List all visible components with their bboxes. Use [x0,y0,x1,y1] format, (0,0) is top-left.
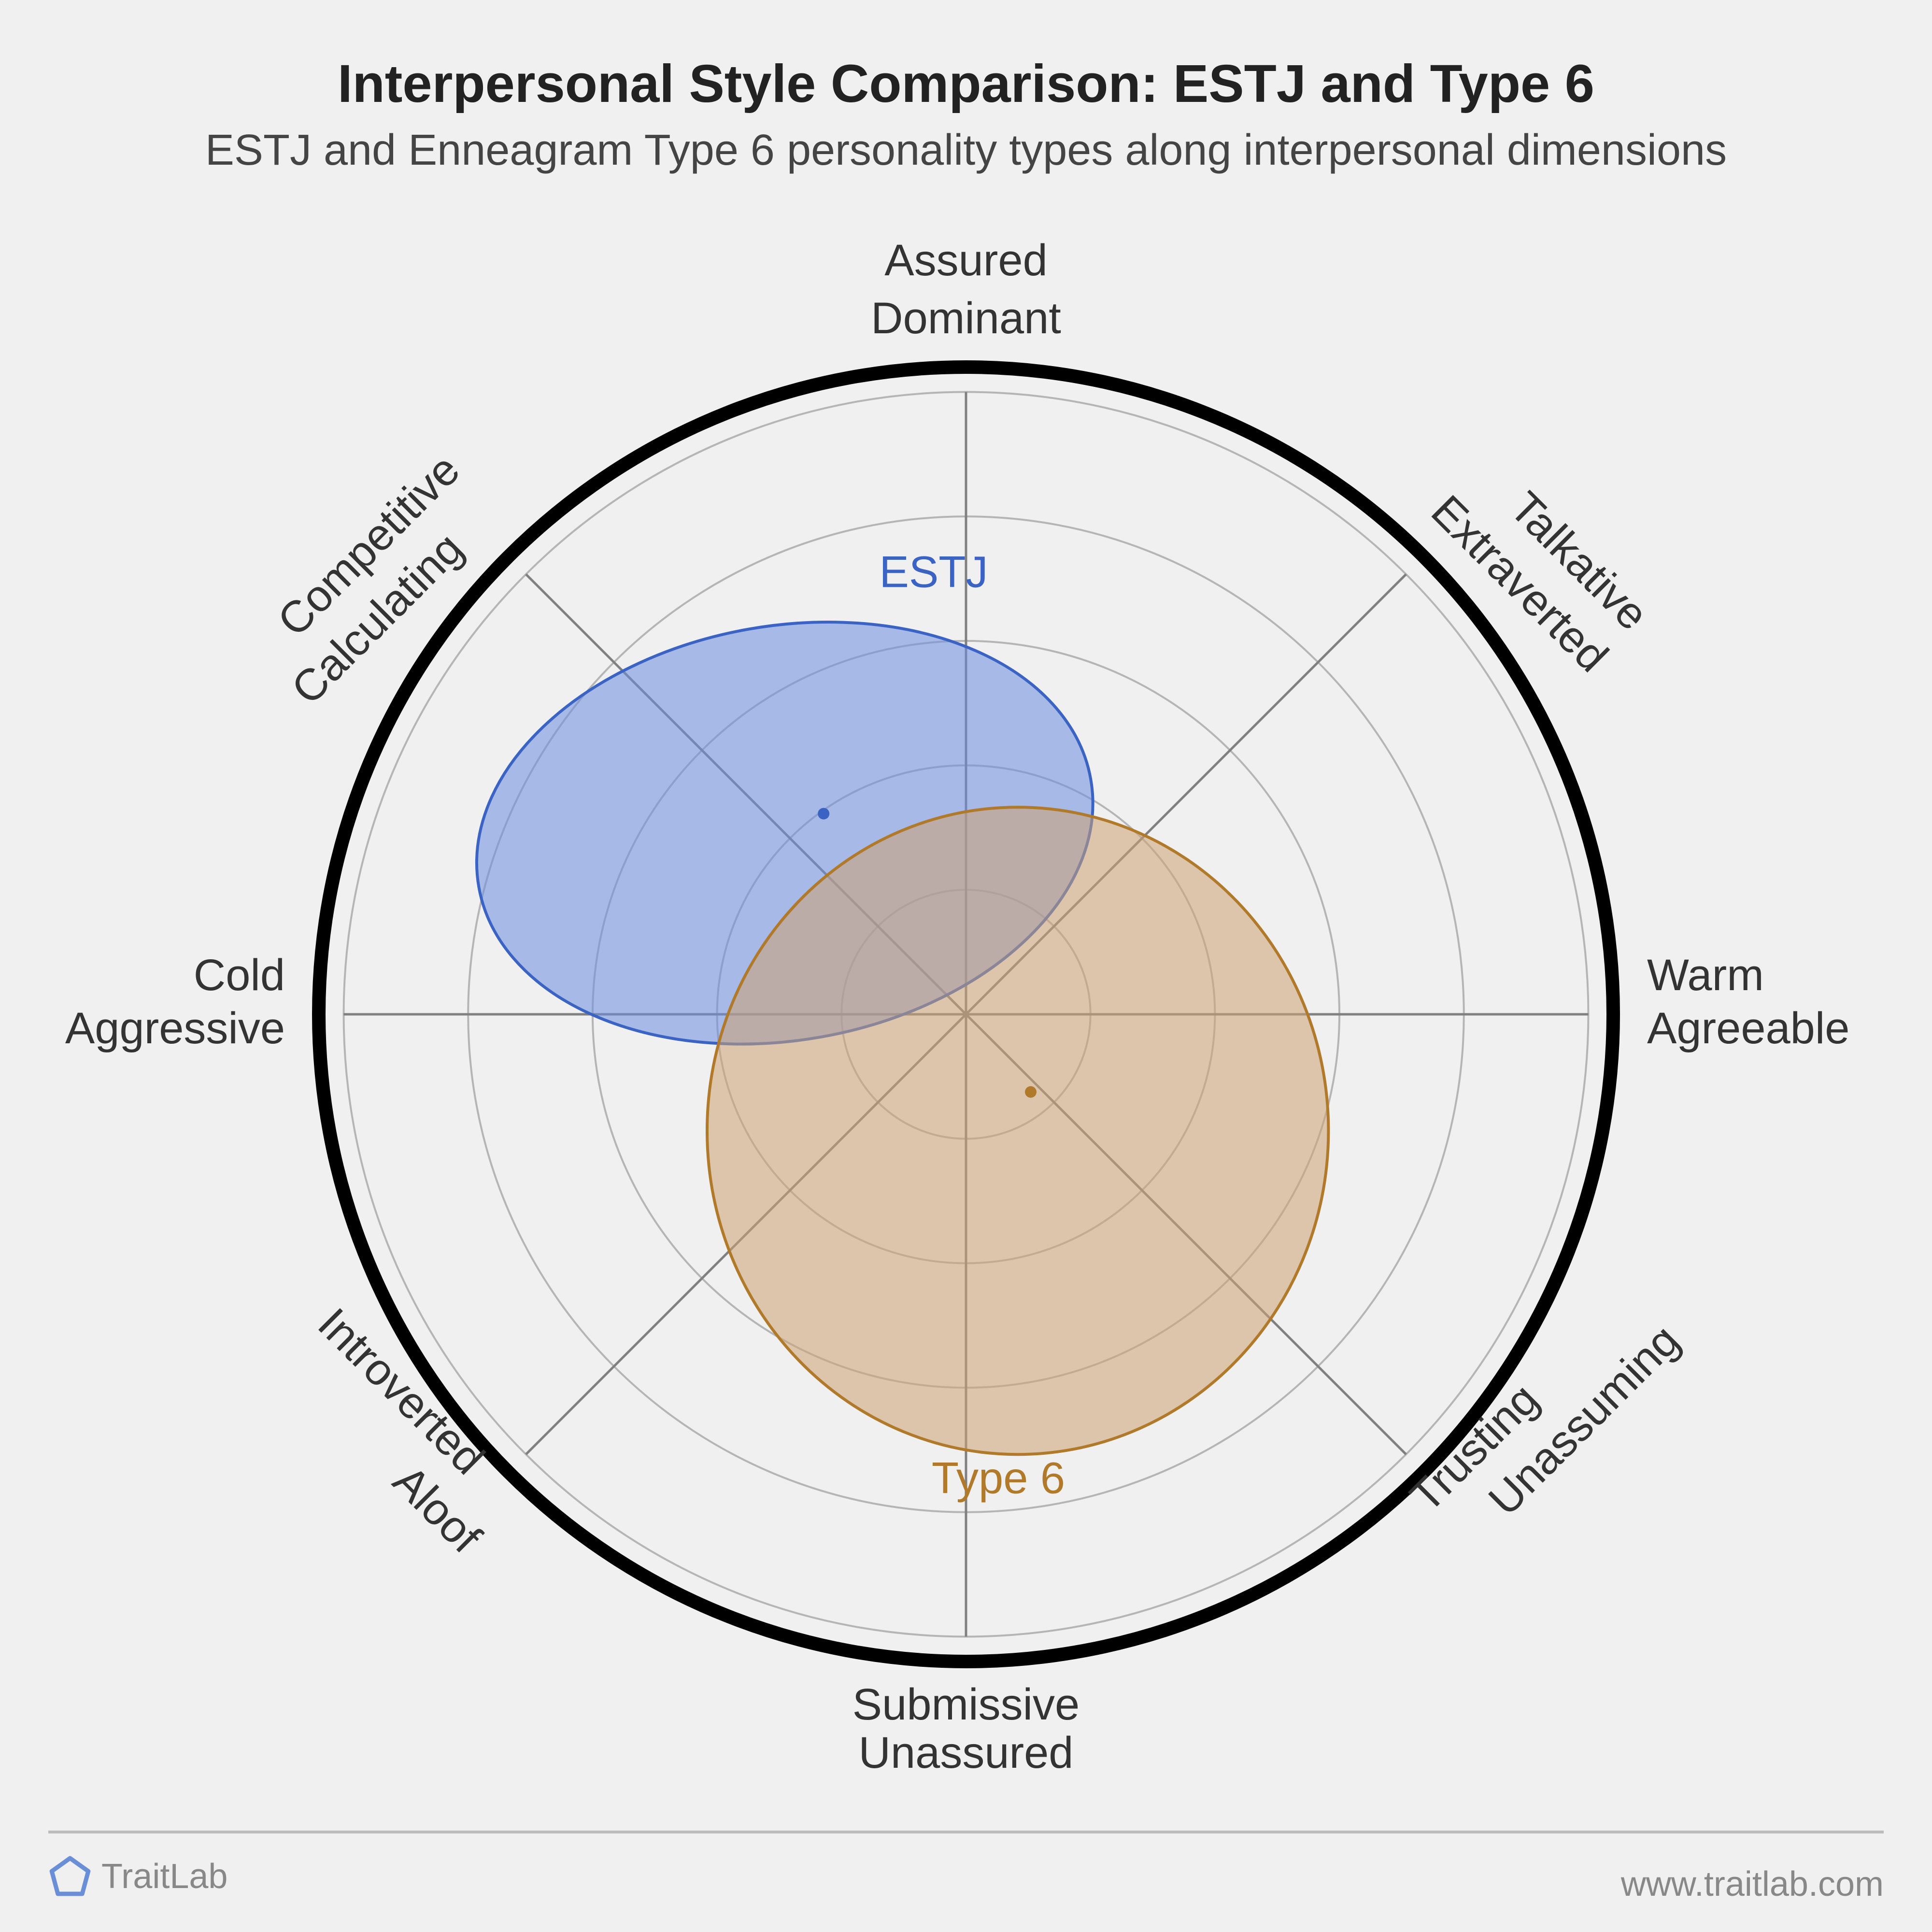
axis-label-outer: Warm [1647,951,1764,1000]
brand-name: TraitLab [101,1857,227,1896]
axis-label-outer: Cold [194,951,285,1000]
footer-divider [48,1831,1884,1833]
series-center-dot [1025,1086,1037,1098]
brand-block: TraitLab [48,1855,227,1898]
axis-label-inner: Aggressive [65,1004,285,1053]
axis-label-outer: Unassured [859,1728,1074,1777]
axis-label-outer: Aloof [384,1456,491,1563]
brand-logo-icon [48,1855,92,1898]
series-label: Type 6 [932,1454,1065,1503]
axis-label-inner: Dominant [871,294,1061,343]
axis-label-inner: Agreeable [1647,1004,1849,1053]
series-label: ESTJ [880,548,988,597]
series-region [707,807,1328,1454]
circumplex-chart: ESTJType 6DominantAssuredExtravertedTalk… [0,0,1932,1932]
chart-frame: Interpersonal Style Comparison: ESTJ and… [0,0,1932,1932]
axis-label-inner: Submissive [852,1680,1080,1729]
brand-url: www.traitlab.com [1621,1864,1884,1904]
axis-label-outer: Assured [884,236,1048,285]
series-center-dot [818,808,829,820]
